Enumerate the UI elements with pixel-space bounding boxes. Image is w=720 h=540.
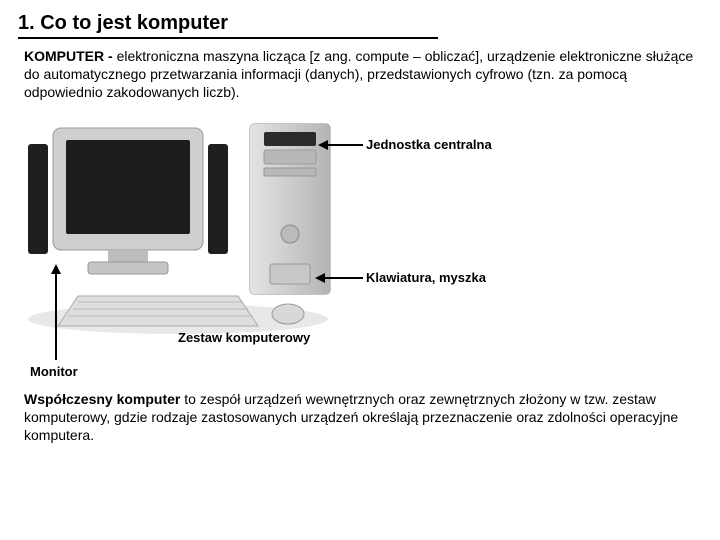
arrow-line (325, 277, 363, 279)
arrow-head-icon (51, 264, 61, 274)
section-heading: 1. Co to jest komputer (18, 12, 438, 39)
arrow-head-icon (318, 140, 328, 150)
callout-cpu: Jednostka centralna (366, 137, 492, 152)
summary-paragraph: Współczesny komputer to zespół urządzeń … (24, 390, 696, 445)
computer-illustration (18, 114, 348, 344)
summary-bold: Współczesny komputer (24, 391, 180, 407)
arrow-line (328, 144, 363, 146)
definition-paragraph: KOMPUTER - elektroniczna maszyna licząca… (24, 47, 696, 102)
definition-bold: KOMPUTER - (24, 48, 117, 64)
definition-text: elektroniczna maszyna licząca [z ang. co… (24, 48, 693, 100)
callout-keyboard: Klawiatura, myszka (366, 270, 486, 285)
arrow-line (55, 274, 57, 360)
arrow-head-icon (315, 273, 325, 283)
caption-monitor: Monitor (30, 364, 78, 379)
figure-area: Jednostka centralna Klawiatura, myszka Z… (18, 114, 698, 384)
caption-set: Zestaw komputerowy (178, 330, 310, 345)
